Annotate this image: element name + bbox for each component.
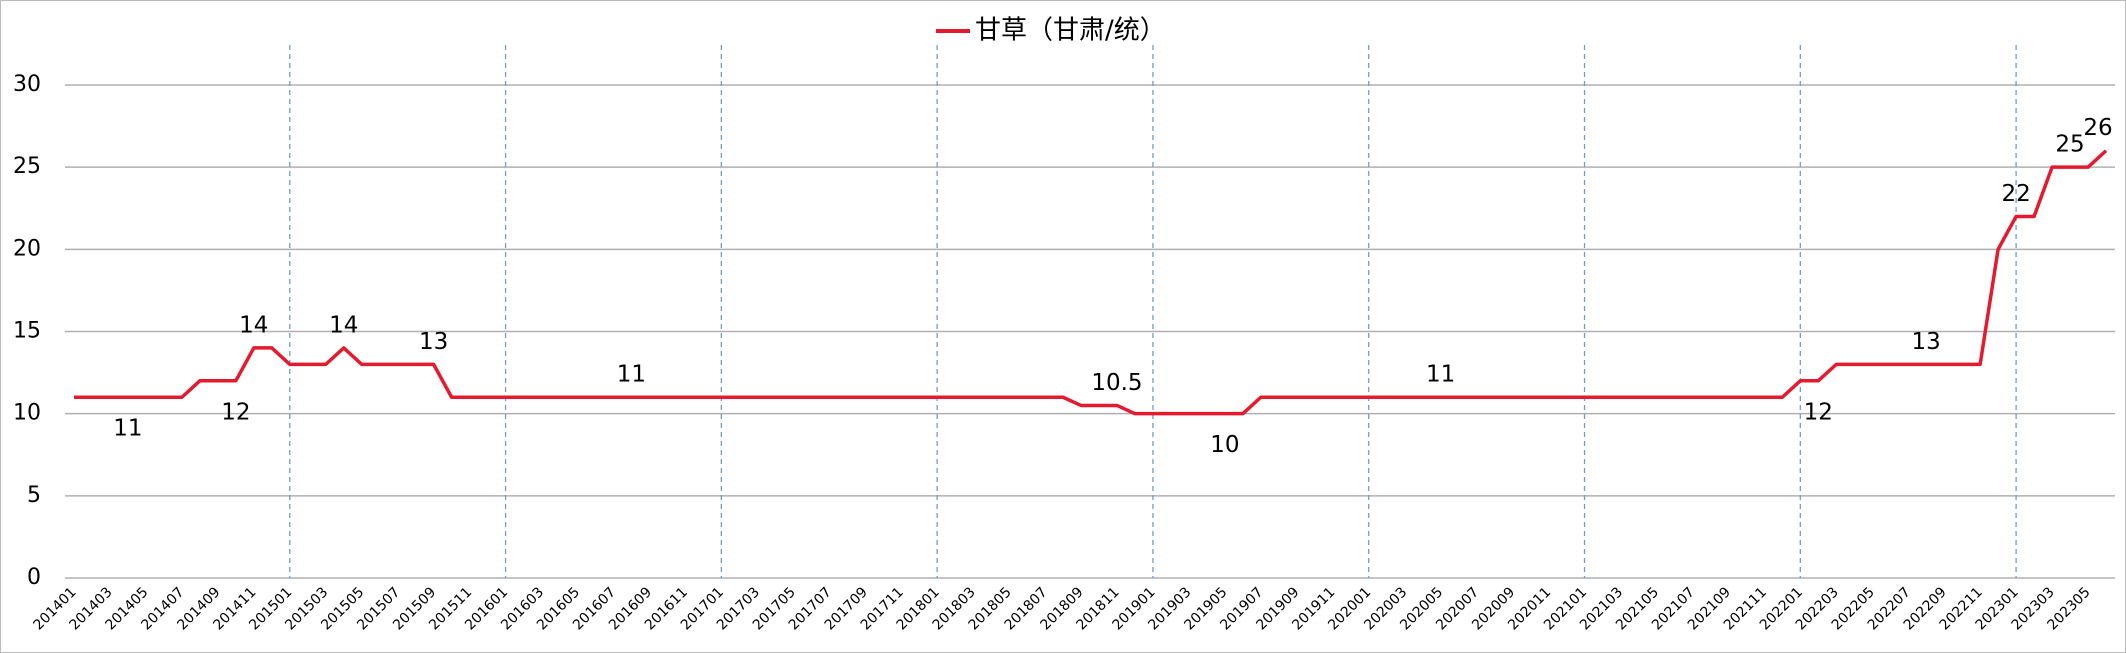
- line: [73, 149, 2108, 416]
- y-tick-label: 0: [27, 565, 41, 590]
- legend-label: 甘草（甘肃/统）: [975, 16, 1166, 46]
- y-tick-label: 20: [13, 236, 41, 261]
- data-label: 26: [2083, 115, 2112, 141]
- y-tick-label: 25: [13, 154, 41, 179]
- data-label: 14: [329, 312, 358, 338]
- data-label: 12: [221, 399, 250, 425]
- data-label: 10.5: [1091, 370, 1142, 396]
- data-label: 25: [2055, 132, 2084, 158]
- data-label: 11: [1426, 362, 1455, 388]
- data-label: 11: [113, 416, 142, 442]
- y-tick-label: 15: [13, 319, 41, 344]
- data-label: 12: [1804, 399, 1833, 425]
- data-label: 13: [1912, 329, 1941, 355]
- data-label: 22: [2001, 181, 2030, 207]
- y-tick-label: 5: [27, 483, 41, 508]
- data-label: 13: [419, 329, 448, 355]
- y-tick-label: 10: [13, 401, 41, 426]
- data-label: 11: [617, 362, 646, 388]
- data-label: 10: [1210, 432, 1239, 458]
- y-tick-label: 30: [13, 72, 41, 97]
- data-label: 14: [239, 312, 268, 338]
